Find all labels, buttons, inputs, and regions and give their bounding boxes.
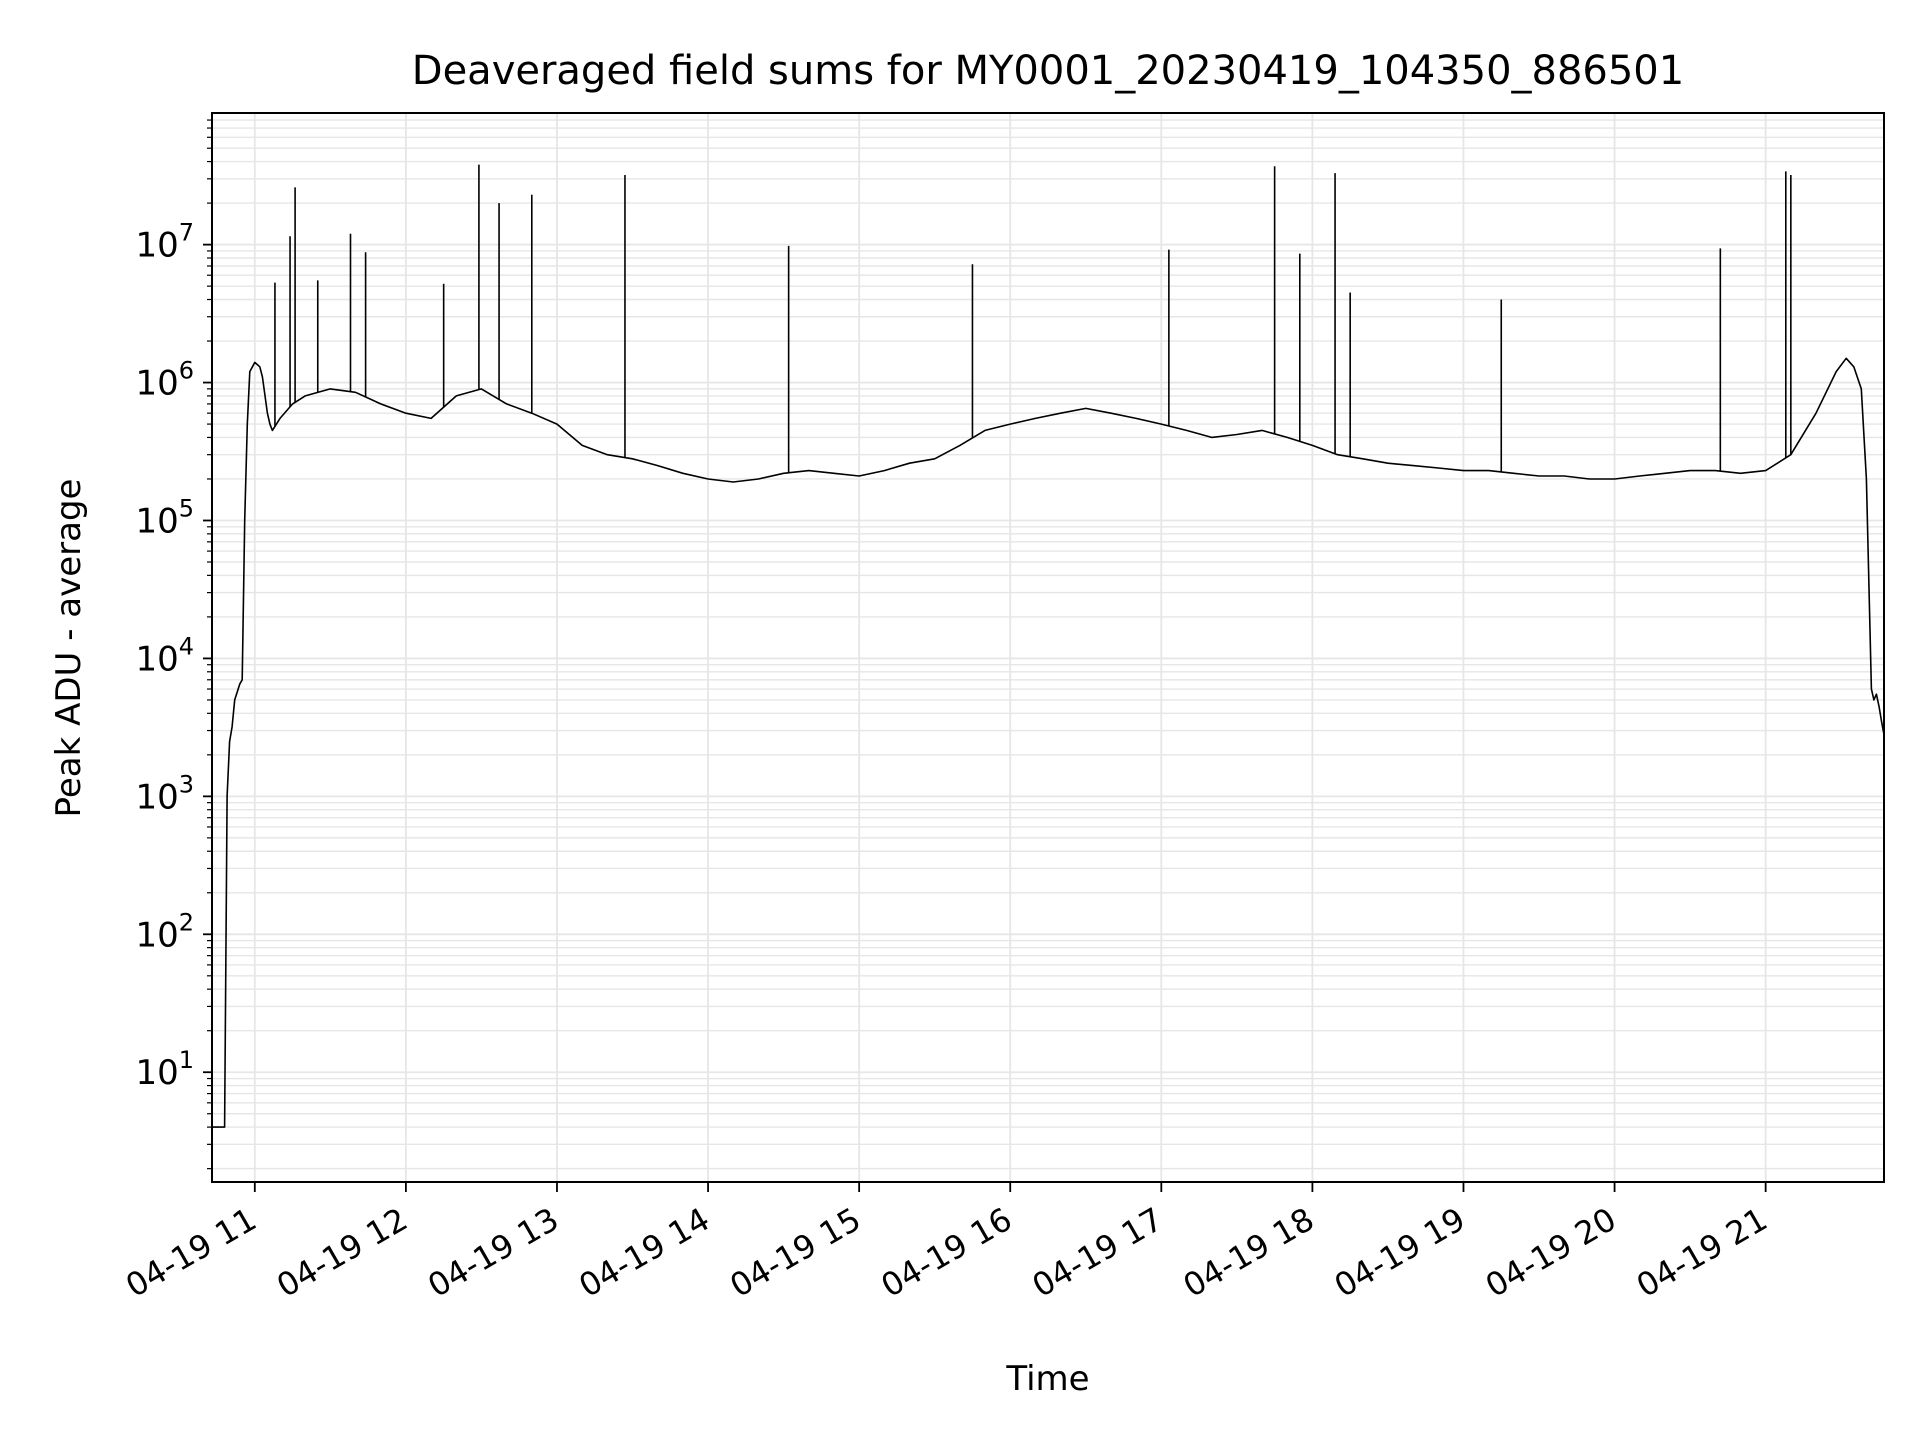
data-layer [212,164,1885,1128]
series-line [212,357,1885,1128]
chart-title: Deaveraged field sums for MY0001_2023041… [412,48,1684,94]
grid-layer [212,113,1884,1182]
y-tick-exponent: 4 [179,632,194,660]
y-tick-exponent: 5 [179,494,194,522]
y-tick-exponent: 7 [179,219,194,247]
plot-frame [211,112,1885,1183]
y-axis-label: Peak ADU - average [49,479,89,818]
y-tick-exponent: 3 [179,770,194,798]
y-tick-exponent: 6 [179,357,194,385]
y-tick-exponent: 1 [179,1046,194,1074]
y-tick-exponent: 2 [179,908,194,936]
x-axis-label: Time [1005,1359,1089,1399]
y-tick-label: 105 [135,494,194,541]
